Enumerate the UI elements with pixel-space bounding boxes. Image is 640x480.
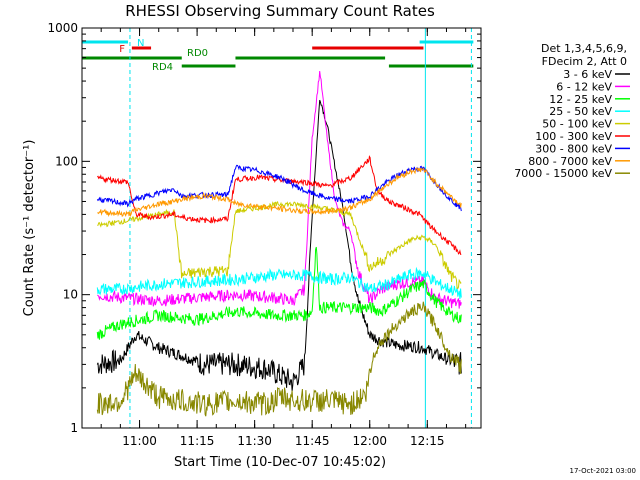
series-line	[97, 167, 462, 218]
x-tick-label: 11:00	[122, 434, 157, 448]
legend-entry-label: 100 - 300 keV	[535, 130, 612, 143]
series-line	[97, 70, 462, 309]
legend-entry-label: 25 - 50 keV	[549, 105, 612, 118]
y-tick-label: 1000	[47, 21, 78, 35]
chart-title: RHESSI Observing Summary Count Rates	[125, 2, 435, 20]
x-axis-label: Start Time (10-Dec-07 10:45:02)	[174, 455, 386, 470]
flag-label-rd0: RD0	[187, 48, 208, 59]
x-tick-label: 12:15	[410, 434, 445, 448]
series-line	[96, 164, 462, 212]
flag-label-f: F	[119, 44, 125, 55]
legend-entry-label: 300 - 800 keV	[535, 142, 612, 155]
series-line	[96, 99, 462, 391]
series-line	[96, 266, 462, 300]
flag-label-rd4: RD4	[152, 62, 173, 73]
y-axis-label: Count Rate (s⁻¹ detector⁻¹)	[22, 140, 37, 317]
legend-entry-label: 800 - 7000 keV	[528, 155, 612, 168]
vertical-marker-layer	[129, 28, 472, 428]
legend-entry-label: 12 - 25 keV	[549, 93, 612, 106]
series-line	[97, 201, 462, 289]
y-tick-label: 100	[55, 154, 78, 168]
y-axis: 1 10 100 1000	[47, 21, 481, 435]
flag-layer: N F RD0 RD4	[82, 38, 474, 73]
plot-frame	[81, 27, 482, 429]
legend: Det 1,3,4,5,6,9, FDecim 2, Att 0 3 - 6 k…	[514, 42, 630, 180]
x-tick-label: 11:15	[180, 434, 215, 448]
x-tick-label: 12:00	[352, 434, 387, 448]
series-line	[96, 301, 462, 417]
series-layer	[96, 70, 462, 417]
legend-entry-label: 50 - 100 keV	[542, 118, 612, 131]
legend-entry-label: 7000 - 15000 keV	[514, 167, 612, 180]
legend-header-line-1: Det 1,3,4,5,6,9,	[541, 42, 627, 55]
y-tick-label: 1	[70, 421, 78, 435]
y-tick-label: 10	[63, 288, 78, 302]
x-axis: 11:00 11:15 11:30 11:45 12:00 12:15	[81, 28, 467, 448]
flag-label-n: N	[137, 38, 144, 49]
legend-entry-label: 3 - 6 keV	[563, 68, 612, 81]
x-tick-label: 11:45	[295, 434, 330, 448]
x-tick-label: 11:30	[237, 434, 272, 448]
series-line	[96, 246, 462, 340]
legend-header-line-2: FDecim 2, Att 0	[542, 55, 627, 68]
footer-timestamp: 17-Oct-2021 03:00	[570, 467, 636, 475]
legend-entry-label: 6 - 12 keV	[556, 80, 612, 93]
